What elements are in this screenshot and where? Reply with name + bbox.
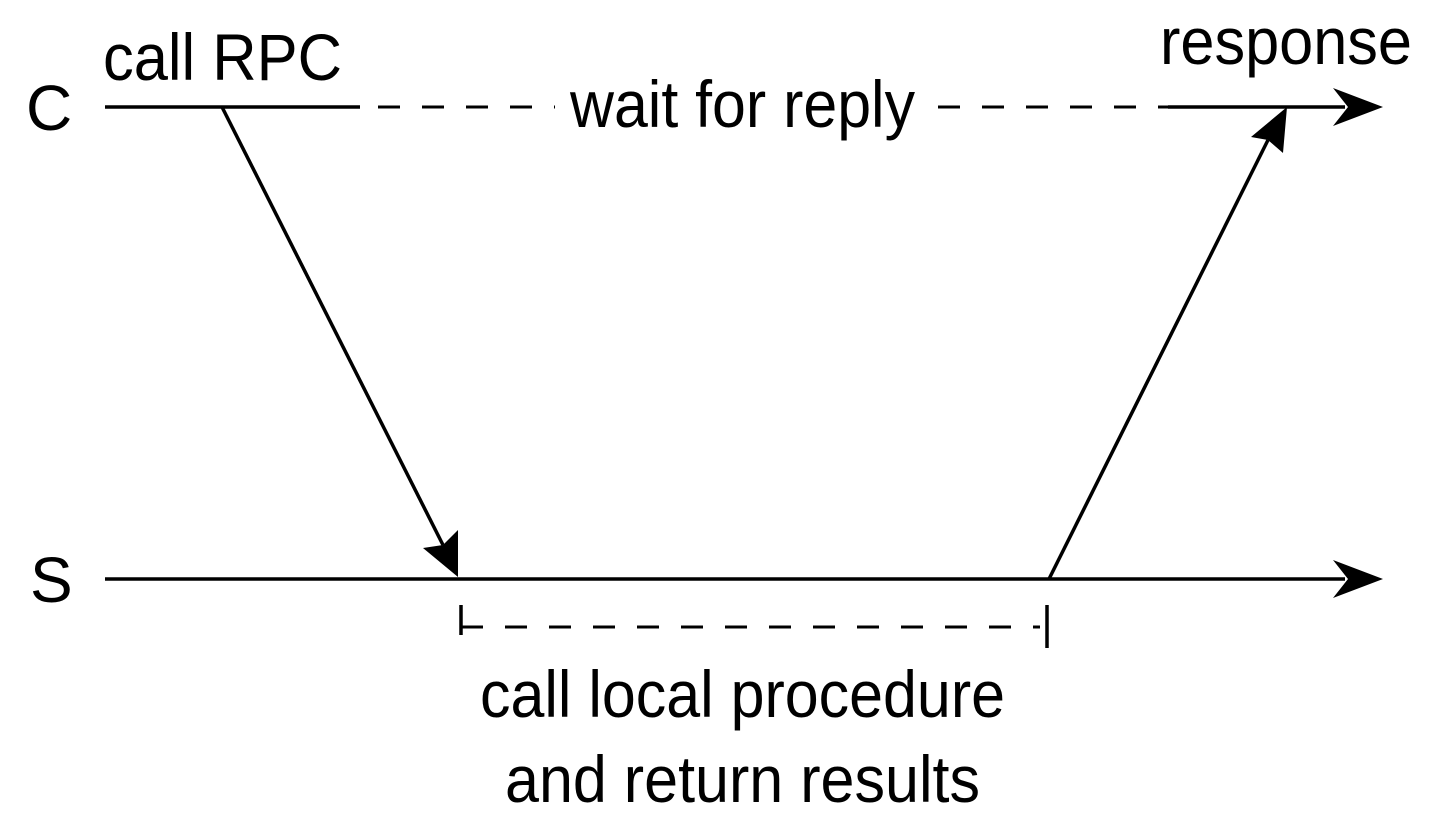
server-timeline-arrowhead (1333, 560, 1383, 598)
server-work-interval (459, 605, 1049, 648)
request-arrow (220, 106, 458, 577)
call-rpc-label: call RPC (103, 20, 342, 94)
server-timeline (105, 560, 1383, 598)
request-arrowhead (423, 530, 458, 577)
server-label: S (30, 544, 73, 616)
response-label: response (1160, 4, 1412, 78)
response-arrowhead (1251, 107, 1287, 153)
client-timeline (105, 88, 1383, 126)
server-work-label-line1: call local procedure (480, 657, 1005, 731)
wait-for-reply-label: wait for reply (569, 67, 915, 141)
response-arrow (1047, 107, 1287, 580)
client-label: C (26, 72, 72, 144)
client-timeline-arrowhead (1333, 88, 1383, 126)
server-work-label-line2: and return results (505, 742, 980, 816)
